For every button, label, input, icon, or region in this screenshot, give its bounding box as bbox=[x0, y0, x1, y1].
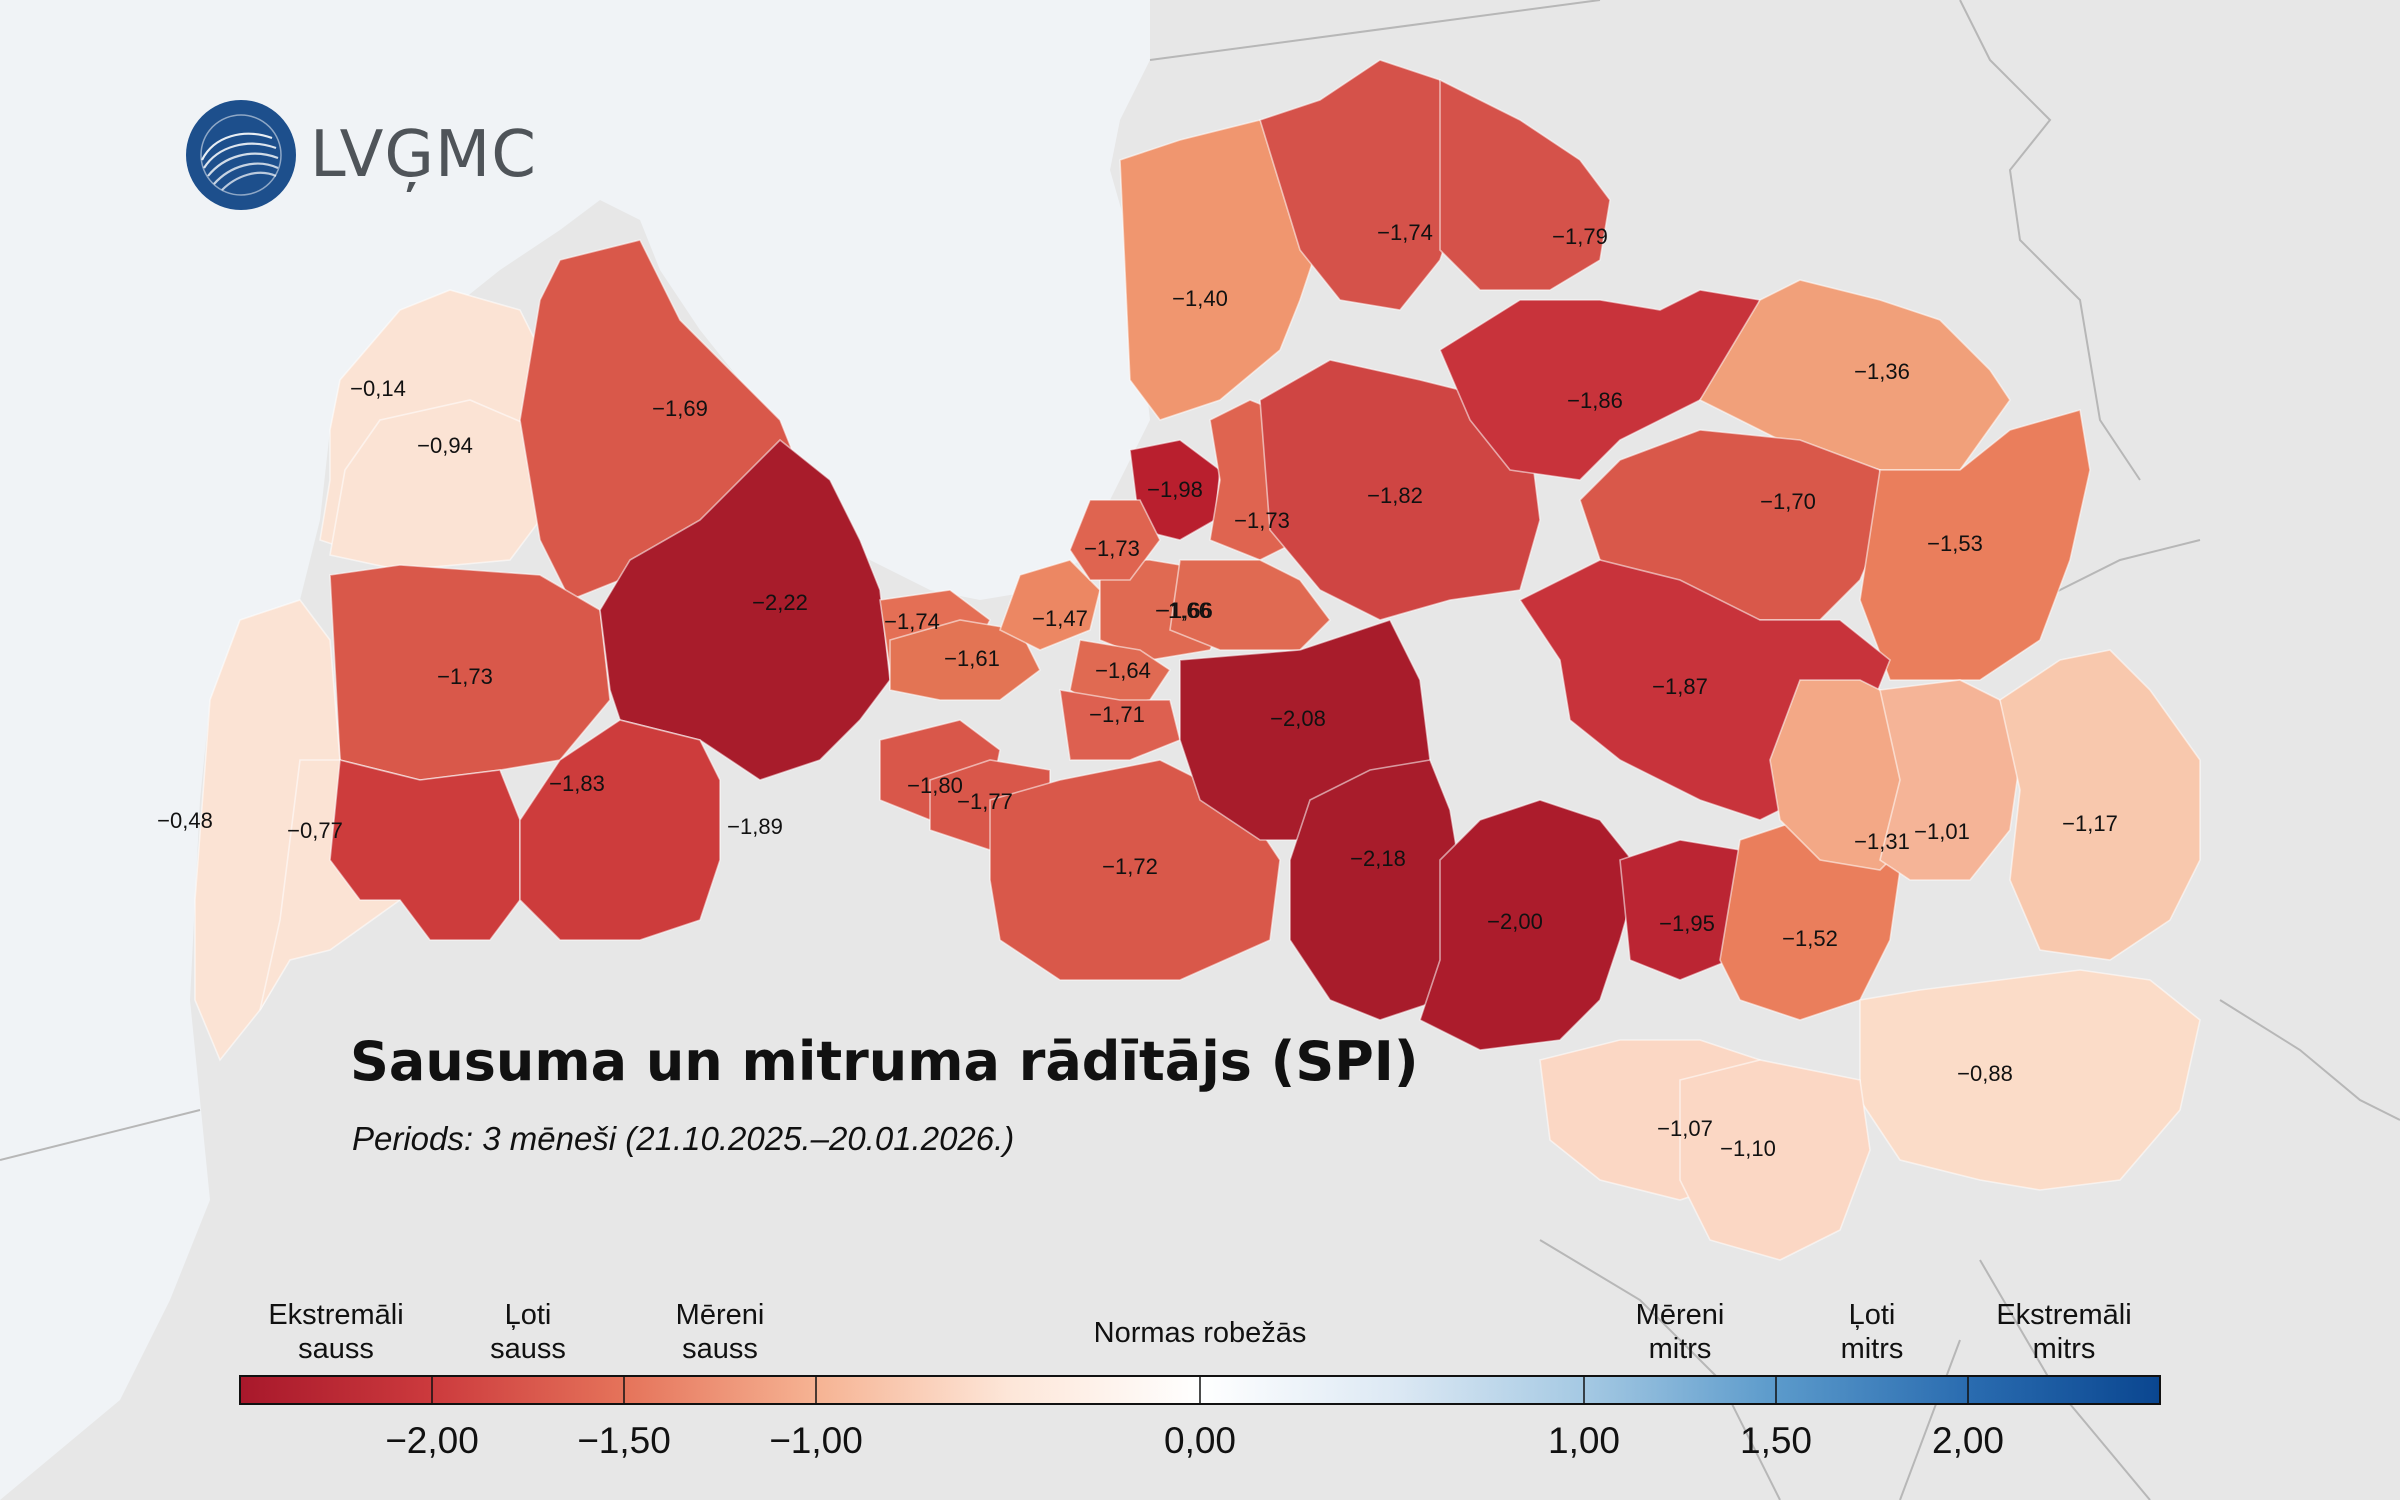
region-value: −1,52 bbox=[1782, 926, 1838, 951]
region-value: −1,66 bbox=[1155, 598, 1211, 623]
legend-tick-label: 1,50 bbox=[1739, 1420, 1813, 1461]
region-27 bbox=[1259, 359, 1541, 621]
region-value: −1,64 bbox=[1095, 658, 1151, 683]
region-value: −0,94 bbox=[417, 433, 473, 458]
region-value: −1,73 bbox=[1234, 508, 1290, 533]
region-18 bbox=[989, 759, 1281, 981]
region-value: −1,17 bbox=[2062, 811, 2118, 836]
legend-tick-label: −1,50 bbox=[577, 1420, 671, 1461]
region-value: −1,47 bbox=[1032, 606, 1088, 631]
baltic-sea bbox=[0, 0, 1150, 1500]
region-value: −1,72 bbox=[1102, 854, 1158, 879]
region-value: −1,80 bbox=[907, 773, 963, 798]
region-12 bbox=[999, 559, 1101, 651]
region-value: −1,36 bbox=[1854, 359, 1910, 384]
region-value: −1,66 bbox=[1157, 598, 1213, 623]
legend-tick-label: 0,00 bbox=[1163, 1420, 1237, 1461]
region-value: −1,77 bbox=[957, 789, 1013, 814]
region-42 bbox=[1679, 1059, 1871, 1261]
region-24 bbox=[1119, 119, 1321, 421]
legend-category: Ļoti sauss bbox=[490, 1299, 566, 1365]
region-value: −2,22 bbox=[752, 590, 808, 615]
region-value: −0,88 bbox=[1957, 1061, 2013, 1086]
region-value: −1,10 bbox=[1720, 1136, 1776, 1161]
regions bbox=[194, 59, 2201, 1261]
region-8 bbox=[329, 758, 521, 941]
region-value: −1,70 bbox=[1760, 489, 1816, 514]
legend-tick-label: −1,00 bbox=[769, 1420, 863, 1461]
region-value: −1,87 bbox=[1652, 674, 1708, 699]
region-value: −1,73 bbox=[437, 664, 493, 689]
region-value: −2,00 bbox=[1487, 909, 1543, 934]
region-value: −1,31 bbox=[1854, 829, 1910, 854]
region-value: −1,98 bbox=[1147, 477, 1203, 502]
region-value: −1,95 bbox=[1659, 911, 1715, 936]
region-value: −1,86 bbox=[1567, 388, 1623, 413]
region-value: −1,89 bbox=[727, 814, 783, 839]
region-20 bbox=[1069, 499, 1161, 581]
region-value: −1,69 bbox=[652, 396, 708, 421]
map-subtitle: Periods: 3 mēneši (21.10.2025.–20.01.202… bbox=[352, 1120, 1015, 1157]
region-labels: −0,14 −0,94 −1,69 −1,73 −2,22 −0,48 −0,77 −1,83… bbox=[157, 220, 2118, 1161]
region-value: −1,74 bbox=[884, 609, 940, 634]
legend-dividers bbox=[431, 1376, 1969, 1404]
region-40 bbox=[1859, 969, 2201, 1191]
region-value: −1,79 bbox=[1552, 224, 1608, 249]
region-38 bbox=[1879, 679, 2021, 881]
region-11 bbox=[889, 619, 1042, 701]
region-26 bbox=[1439, 78, 1611, 291]
region-value: −1,71 bbox=[1089, 702, 1145, 727]
region-value: −1,83 bbox=[549, 771, 605, 796]
region-value: −1,74 bbox=[1377, 220, 1433, 245]
legend-category: Mēreni mitrs bbox=[1635, 1299, 1725, 1365]
region-30 bbox=[1579, 429, 1891, 621]
region-value: −2,08 bbox=[1270, 706, 1326, 731]
region-22 bbox=[1169, 559, 1332, 651]
legend-tick-label: 1,00 bbox=[1547, 1420, 1621, 1461]
region-39 bbox=[1999, 649, 2201, 961]
region-value: −1,73 bbox=[1084, 536, 1140, 561]
map-title: Sausuma un mitruma rādītājs (SPI) bbox=[350, 1030, 1419, 1093]
legend-category: Ekstremāli sauss bbox=[268, 1299, 404, 1365]
globe-wave-icon bbox=[186, 100, 296, 210]
region-value: −1,82 bbox=[1367, 483, 1423, 508]
region-value: −0,14 bbox=[350, 376, 406, 401]
region-value: −0,48 bbox=[157, 808, 213, 833]
legend-category: Ekstremāli mitrs bbox=[1996, 1299, 2132, 1365]
region-value: −1,61 bbox=[944, 646, 1000, 671]
legend-category: Ļoti mitrs bbox=[1840, 1299, 1904, 1365]
legend-category: Mēreni sauss bbox=[675, 1299, 765, 1365]
legend-tick-label: −2,00 bbox=[385, 1420, 479, 1461]
region-value: −1,40 bbox=[1172, 286, 1228, 311]
region-value: −1,07 bbox=[1657, 1116, 1713, 1141]
region-34 bbox=[1419, 799, 1641, 1051]
region-9 bbox=[519, 719, 721, 941]
logo: LVĢMC bbox=[184, 98, 537, 212]
legend-bar bbox=[239, 1375, 2161, 1405]
logo-text: LVĢMC bbox=[310, 118, 537, 192]
region-value: −0,77 bbox=[287, 818, 343, 843]
region-value: −1,53 bbox=[1927, 531, 1983, 556]
region-value: −1,01 bbox=[1914, 819, 1970, 844]
region-value: −2,18 bbox=[1350, 846, 1406, 871]
legend-tick-label: 2,00 bbox=[1931, 1420, 2005, 1461]
legend-category: Normas robežās bbox=[1093, 1317, 1307, 1349]
